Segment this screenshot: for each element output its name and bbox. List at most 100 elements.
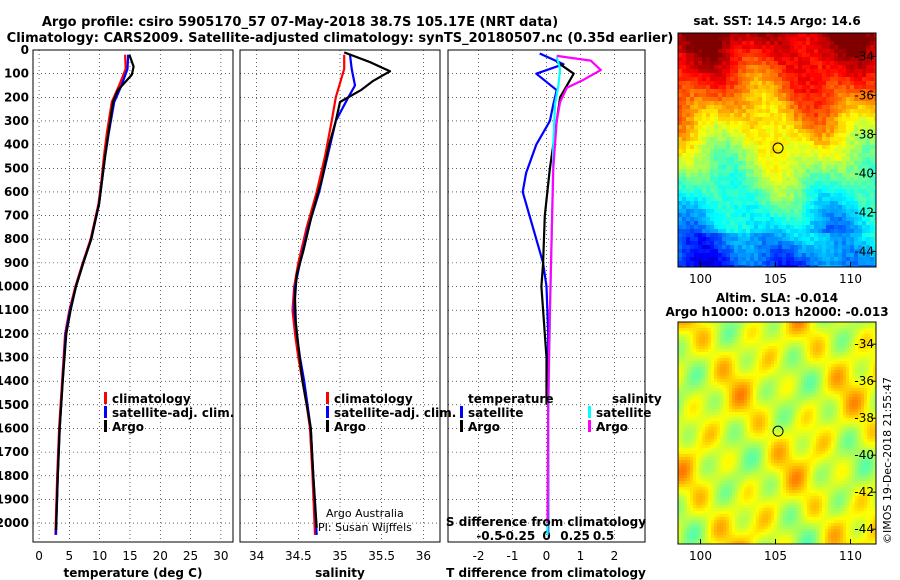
heatmap-cell (810, 93, 815, 98)
heatmap-cell (842, 125, 847, 130)
heatmap-cell (750, 370, 754, 374)
heatmap-cell (758, 109, 763, 114)
heatmap-cell (711, 367, 715, 371)
heatmap-cell (708, 358, 712, 362)
heatmap-cell (678, 117, 683, 122)
heatmap-cell (782, 65, 787, 70)
heatmap-cell (806, 197, 811, 202)
heatmap-cell (682, 109, 687, 114)
heatmap-cell (798, 349, 802, 353)
heatmap-cell (814, 45, 819, 50)
heatmap-cell (706, 37, 711, 42)
heatmap-cell (774, 69, 779, 74)
heatmap-cell (710, 141, 715, 146)
heatmap-cell (681, 337, 685, 341)
heatmap-cell (735, 376, 739, 380)
heatmap-cell (834, 69, 839, 74)
heatmap-cell (866, 125, 871, 130)
heatmap-cell (726, 181, 731, 186)
heatmap-cell (756, 400, 760, 404)
heatmap-cell (818, 121, 823, 126)
heatmap-cell (816, 334, 820, 338)
heatmap-cell (742, 45, 747, 50)
heatmap-cell (711, 382, 715, 386)
heatmap-cell (678, 328, 682, 332)
heatmap-cell (687, 328, 691, 332)
heatmap-cell (798, 257, 803, 262)
temperature-grid (33, 49, 233, 542)
heatmap-cell (714, 137, 719, 142)
heatmap-cell (864, 325, 868, 329)
heatmap-cell (810, 137, 815, 142)
heatmap-cell (706, 221, 711, 226)
heatmap-cell (783, 346, 787, 350)
heatmap-cell (874, 121, 877, 126)
heatmap-cell (710, 197, 715, 202)
heatmap-cell (870, 265, 875, 268)
heatmap-cell (837, 340, 841, 344)
heatmap-cell (846, 113, 851, 118)
heatmap-cell (873, 373, 877, 377)
heatmap-cell (754, 61, 759, 66)
heatmap-cell (750, 355, 754, 359)
heatmap-cell (846, 217, 851, 222)
heatmap-cell (754, 173, 759, 178)
heatmap-cell (723, 322, 727, 326)
heatmap-cell (759, 394, 763, 398)
heatmap-cell (694, 157, 699, 162)
heatmap-cell (870, 253, 875, 258)
heatmap-cell (690, 253, 695, 258)
heatmap-cell (746, 93, 751, 98)
heatmap-cell (810, 61, 815, 66)
heatmap-cell (813, 397, 817, 401)
heatmap-cell (722, 153, 727, 158)
heatmap-cell (830, 117, 835, 122)
heatmap-cell (711, 325, 715, 329)
heatmap-cell (711, 343, 715, 347)
heatmap-cell (828, 379, 832, 383)
heatmap-cell (850, 125, 855, 130)
heatmap-cell (802, 261, 807, 266)
heatmap-cell (765, 355, 769, 359)
heatmap-cell (708, 391, 712, 395)
heatmap-cell (867, 328, 871, 332)
heatmap-cell (834, 109, 839, 114)
heatmap-cell (753, 373, 757, 377)
heatmap-cell (742, 249, 747, 254)
heatmap-cell (708, 325, 712, 329)
heatmap-cell (730, 181, 735, 186)
heatmap-cell (855, 385, 859, 389)
heatmap-cell (786, 133, 791, 138)
heatmap-cell (826, 189, 831, 194)
heatmap-cell (720, 322, 724, 326)
heatmap-cell (702, 37, 707, 42)
heatmap-cell (738, 328, 742, 332)
heatmap-cell (778, 177, 783, 182)
heatmap-cell (714, 93, 719, 98)
heatmap-cell (678, 133, 683, 138)
heatmap-cell (858, 225, 863, 230)
heatmap-cell (838, 237, 843, 242)
heatmap-cell (790, 205, 795, 210)
heatmap-cell (768, 340, 772, 344)
difference-grid (448, 49, 645, 542)
heatmap-cell (822, 249, 827, 254)
heatmap-cell (834, 105, 839, 110)
heatmap-cell (682, 41, 687, 46)
heatmap-cell (778, 45, 783, 50)
heatmap-cell (830, 85, 835, 90)
heatmap-cell (750, 343, 754, 347)
heatmap-cell (710, 253, 715, 258)
heatmap-cell (698, 249, 703, 254)
heatmap-cell (718, 241, 723, 246)
heatmap-cell (855, 397, 859, 401)
heatmap-cell (726, 328, 730, 332)
heatmap-cell (708, 376, 712, 380)
heatmap-cell (818, 217, 823, 222)
heatmap-cell (849, 376, 853, 380)
heatmap-cell (750, 85, 755, 90)
heatmap-cell (750, 65, 755, 70)
temperature-frame (32, 49, 234, 543)
heatmap-cell (730, 73, 735, 78)
heatmap-cell (842, 261, 847, 266)
